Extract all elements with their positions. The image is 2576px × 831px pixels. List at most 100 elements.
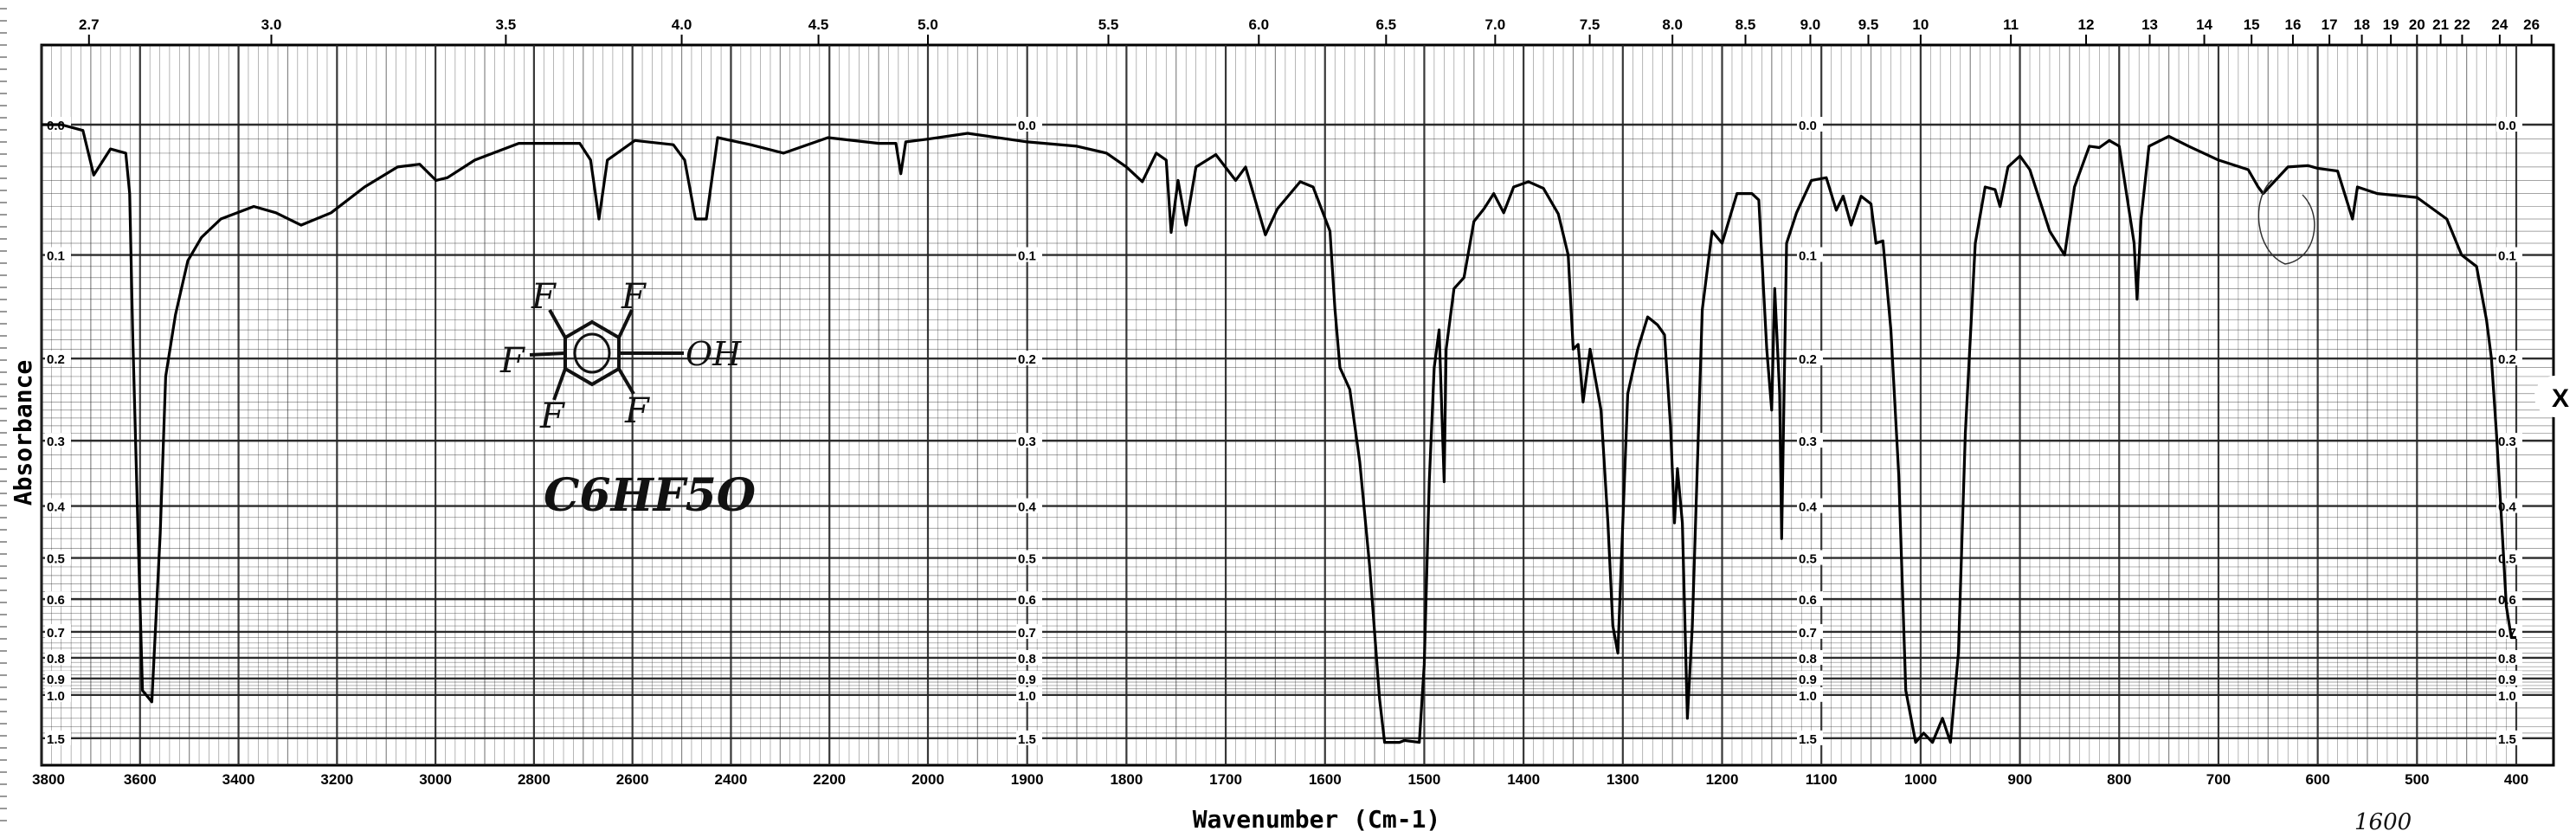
top-tick-label: 3.0 (261, 16, 282, 33)
x-tick-label: 3400 (222, 771, 255, 788)
y-tick-label-bg (45, 623, 71, 639)
top-tick-label: 7.5 (1580, 16, 1600, 33)
top-tick-label: 5.5 (1098, 16, 1119, 33)
y-tick-label: 0.7 (1018, 626, 1036, 641)
y-tick-label: 0.6 (47, 593, 65, 608)
x-tick-label: 2800 (518, 771, 551, 788)
x-tick-labels: 3800 3600 3400 3200 3000 2800 2600 2400 2200 2000… (32, 771, 2528, 788)
top-tick-label: 4.5 (808, 16, 829, 33)
y-tick-label-bg (1016, 117, 1042, 132)
x-tick-label: 700 (2206, 771, 2231, 788)
y-tick-label-bg (2496, 433, 2522, 448)
top-tick-label: 2.7 (79, 16, 100, 33)
top-tick-label: 22 (2454, 16, 2470, 33)
y-tick-label: 0.1 (47, 249, 65, 264)
x-tick-label: 2000 (911, 771, 944, 788)
top-tick-label: 20 (2409, 16, 2425, 33)
y-tick-label: 0.9 (2498, 673, 2516, 687)
y-tick-label: 0.9 (1018, 673, 1036, 687)
y-tick-label-bg (45, 686, 71, 702)
y-tick-label: 0.8 (47, 652, 65, 667)
y-tick-label-bg (45, 498, 71, 513)
y-tick-label-bg (45, 247, 71, 262)
y-tick-label: 0.2 (2498, 352, 2516, 367)
y-tick-label-bg (2496, 670, 2522, 686)
y-tick-label: 0.2 (1799, 352, 1817, 367)
y-tick-label-bg (1797, 117, 1823, 132)
fluorine-label: F (531, 277, 557, 317)
y-tick-label-bg (45, 730, 71, 745)
y-tick-label-bg (1016, 686, 1042, 702)
x-tick-label: 600 (2305, 771, 2329, 788)
top-tick-label: 13 (2141, 16, 2158, 33)
y-tick-label-bg (1797, 686, 1823, 702)
fluorine-label: F (624, 391, 650, 431)
x-tick-label: 1300 (1607, 771, 1639, 788)
top-tick-label: 4.0 (672, 16, 692, 33)
top-tick-label: 8.5 (1736, 16, 1756, 33)
y-tick-label-bg (1016, 591, 1042, 607)
x-tick-label: 1000 (1904, 771, 1937, 788)
y-tick-label: 1.5 (1799, 732, 1817, 747)
bond (548, 309, 567, 338)
y-tick-label: 0.3 (1018, 435, 1036, 449)
top-tick-label: 18 (2354, 16, 2370, 33)
x-tick-label: 2200 (813, 771, 846, 788)
y-tick-label: 0.1 (1018, 249, 1036, 264)
y-tick-label-bg (45, 550, 71, 565)
y-tick-label-bg (1016, 649, 1042, 665)
x-tick-label: 400 (2504, 771, 2528, 788)
hydroxyl-label: OH (686, 335, 742, 373)
top-tick-label: 3.5 (496, 16, 517, 33)
x-tick-label: 1800 (1110, 771, 1143, 788)
x-tick-label: 1700 (1209, 771, 1242, 788)
fluorine-label: F (499, 341, 525, 381)
y-tick-label: 0.6 (1799, 593, 1817, 608)
y-tick-label-bg (45, 670, 71, 686)
top-tick-label: 11 (2003, 16, 2019, 33)
y-tick-label-bg (1797, 591, 1823, 607)
y-tick-label: 0.0 (2498, 119, 2516, 133)
top-tick-label: 17 (2322, 16, 2338, 33)
y-tick-label-bg (1016, 247, 1042, 262)
y-tick-label-bg (2496, 591, 2522, 607)
y-tick-label-bg (45, 351, 71, 366)
x-marker: X (2552, 384, 2569, 413)
y-tick-label-bg (2496, 498, 2522, 513)
y-tick-label: 0.8 (1799, 652, 1817, 667)
x-tick-label: 2600 (616, 771, 649, 788)
bond (617, 309, 634, 338)
y-tick-label: 0.1 (2498, 249, 2516, 264)
x-tick-label: 1100 (1806, 771, 1838, 788)
aromatic-circle (573, 332, 611, 374)
top-tick-label: 19 (2383, 16, 2399, 33)
marker-background (2534, 376, 2576, 417)
y-tick-label-bg (1016, 351, 1042, 366)
y-tick-label: 0.8 (1018, 652, 1036, 667)
bond (552, 368, 567, 401)
x-tick-label: 1200 (1706, 771, 1739, 788)
y-tick-label-bg (2496, 351, 2522, 366)
bond (529, 351, 566, 357)
y-tick-label-bg (2496, 247, 2522, 262)
top-tick-label: 5.0 (918, 16, 938, 33)
handwritten-note: 1600 (2354, 809, 2412, 831)
top-tick-label: 10 (1912, 16, 1929, 33)
spectrum-line (42, 123, 2516, 744)
y-tick-label-bg (1016, 730, 1042, 745)
fluorine-label: F (621, 277, 647, 317)
y-tick-label-bg (2496, 117, 2522, 132)
y-tick-label-bg (1016, 550, 1042, 565)
x-tick-label: 3200 (320, 771, 353, 788)
top-tick-label: 9.5 (1858, 16, 1879, 33)
hand-drawn-circle-annotation (2257, 179, 2315, 265)
y-tick-label-bg (2496, 649, 2522, 665)
y-tick-label-bg (45, 591, 71, 607)
y-tick-label: 0.5 (47, 552, 65, 567)
y-tick-label: 1.0 (47, 689, 65, 704)
y-tick-label: 0.5 (1799, 552, 1817, 567)
top-tick-label: 8.0 (1662, 16, 1683, 33)
y-tick-label: 0.4 (2498, 500, 2517, 515)
y-tick-label-bg (1016, 670, 1042, 686)
